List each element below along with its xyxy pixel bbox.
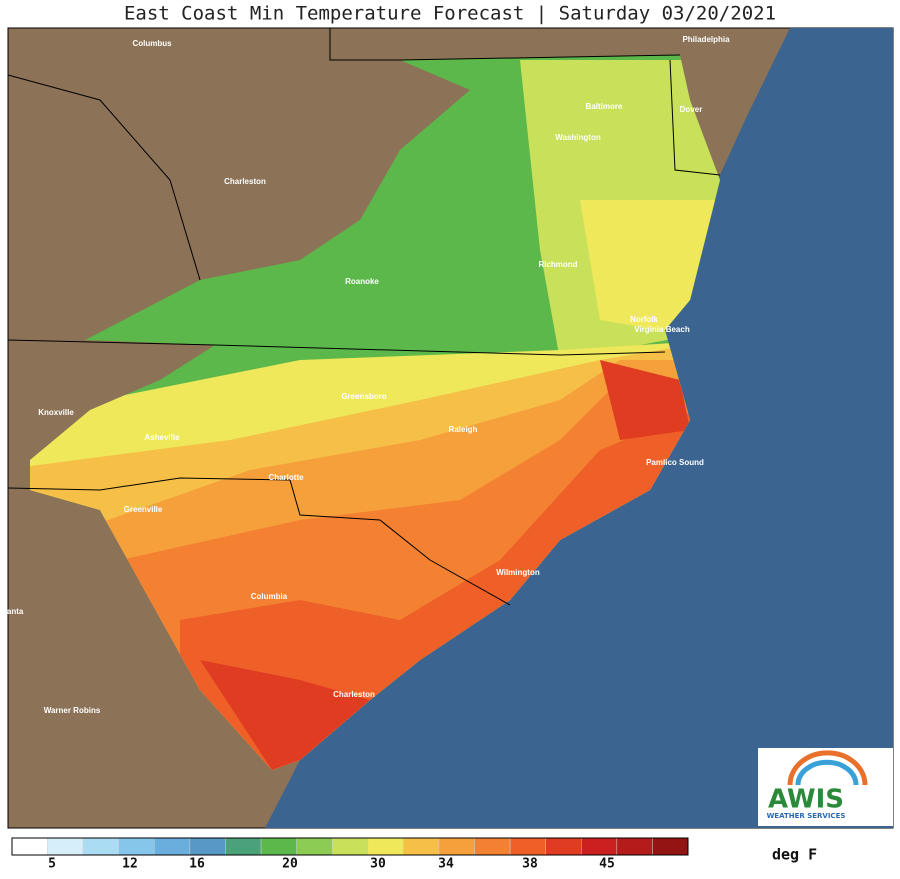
legend-swatch xyxy=(47,837,84,856)
legend-tick-label: 30 xyxy=(370,857,386,872)
legend-swatch xyxy=(581,837,618,856)
city-label: Columbus xyxy=(132,39,172,48)
legend-tick-label: 12 xyxy=(122,857,138,872)
city-label: Wilmington xyxy=(496,568,540,577)
legend-frame xyxy=(11,837,689,856)
legend-swatch xyxy=(11,837,48,856)
legend-swatch xyxy=(260,837,297,856)
city-label: Richmond xyxy=(538,260,577,269)
legend-swatch xyxy=(189,837,226,856)
legend-tick-label: 5 xyxy=(48,857,56,872)
legend-swatch xyxy=(296,837,333,856)
legend-swatch xyxy=(545,837,582,856)
city-labels: Columbus Philadelphia Baltimore Dover Washin… xyxy=(5,35,730,715)
state-borders xyxy=(7,28,721,606)
legend-swatch xyxy=(403,837,440,856)
legend-tick-label: 45 xyxy=(599,857,615,872)
legend-tick-label: 38 xyxy=(522,857,538,872)
city-label: Roanoke xyxy=(345,277,379,286)
city-label: Philadelphia xyxy=(682,35,730,44)
title: East Coast Min Temperature Forecast | Sa… xyxy=(124,3,776,25)
logo-tagline: WEATHER SERVICES xyxy=(767,812,846,820)
legend-swatch xyxy=(82,837,119,856)
legend-swatch xyxy=(154,837,191,856)
ocean xyxy=(265,28,893,828)
city-label: Baltimore xyxy=(586,102,623,111)
logo-arc xyxy=(787,750,868,786)
legend-swatch xyxy=(438,837,475,856)
legend-swatch xyxy=(616,837,653,856)
city-label: Norfolk xyxy=(630,315,659,324)
legend-swatch xyxy=(367,837,404,856)
city-label: lanta xyxy=(5,607,24,616)
legend-swatch xyxy=(118,837,155,856)
city-label: Dover xyxy=(680,105,703,114)
city-label: Greenville xyxy=(124,505,163,514)
legend-swatch xyxy=(509,837,546,856)
logo-name: AWIS xyxy=(768,785,844,815)
city-label: Warner Robins xyxy=(44,706,101,715)
city-label: Charleston xyxy=(224,177,266,186)
legend-unit: deg F xyxy=(772,846,817,864)
city-label: Pamlico Sound xyxy=(646,458,704,467)
city-label: Raleigh xyxy=(449,425,478,434)
legend: 5 12 16 20 30 34 38 45 xyxy=(11,837,689,872)
logo-arc xyxy=(795,759,859,786)
legend-swatch xyxy=(652,837,689,856)
city-label: Washington xyxy=(555,133,601,142)
city-label: Greensboro xyxy=(341,392,386,401)
legend-tick-label: 16 xyxy=(189,857,205,872)
city-label: Virginia Beach xyxy=(634,325,690,334)
legend-tick-label: 20 xyxy=(282,857,298,872)
city-label: Asheville xyxy=(144,433,180,442)
city-label: Charlotte xyxy=(268,473,304,482)
city-label: Charleston xyxy=(333,690,375,699)
city-label: Columbia xyxy=(251,592,288,601)
city-label: Knoxville xyxy=(38,408,74,417)
legend-swatch xyxy=(331,837,369,856)
legend-swatch xyxy=(474,837,511,856)
legend-tick-label: 34 xyxy=(438,857,454,872)
legend-swatch xyxy=(225,837,262,856)
